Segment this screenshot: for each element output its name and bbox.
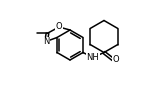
Text: N: N (43, 37, 49, 46)
Text: NH: NH (87, 53, 99, 62)
Text: O: O (56, 22, 62, 31)
Text: O: O (113, 54, 119, 63)
